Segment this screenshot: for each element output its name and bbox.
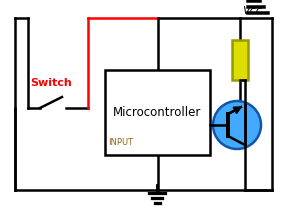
Text: Switch: Switch bbox=[30, 78, 72, 88]
Text: Microcontroller: Microcontroller bbox=[113, 106, 202, 119]
Text: Vcc: Vcc bbox=[242, 6, 262, 16]
Circle shape bbox=[213, 101, 261, 149]
Text: INPUT: INPUT bbox=[108, 138, 133, 147]
Bar bbox=[105, 70, 210, 155]
Bar bbox=[232, 40, 248, 80]
